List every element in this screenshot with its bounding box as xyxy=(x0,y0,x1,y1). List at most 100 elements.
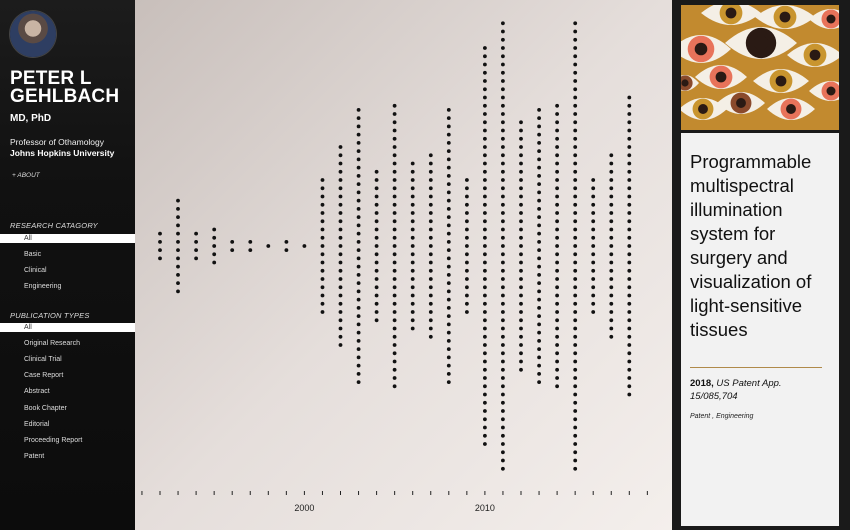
publication-dot[interactable] xyxy=(392,136,397,141)
publication-dot[interactable] xyxy=(555,120,559,125)
publication-dot[interactable] xyxy=(591,268,596,273)
publication-dot[interactable] xyxy=(446,330,451,335)
publication-dot[interactable] xyxy=(465,310,469,314)
publication-dot[interactable] xyxy=(627,260,632,265)
publication-dot[interactable] xyxy=(519,359,523,364)
publication-dot[interactable] xyxy=(374,318,379,323)
research-item-engineering[interactable]: Engineering xyxy=(0,282,135,291)
publication-dot[interactable] xyxy=(537,264,541,269)
publication-dot[interactable] xyxy=(428,227,433,232)
publication-dot[interactable] xyxy=(501,120,505,125)
publication-dot[interactable] xyxy=(230,240,235,244)
publication-dot[interactable] xyxy=(555,252,559,257)
publication-dot[interactable] xyxy=(356,363,361,368)
publication-dot[interactable] xyxy=(428,219,433,224)
publication-dot[interactable] xyxy=(501,293,505,298)
publication-dot[interactable] xyxy=(501,112,505,116)
publication-dot[interactable] xyxy=(446,289,451,294)
publication-dot[interactable] xyxy=(356,182,361,187)
publication-dot[interactable] xyxy=(483,343,487,347)
publication-dot[interactable] xyxy=(446,132,451,137)
publication-dot[interactable] xyxy=(356,198,361,203)
publication-dot[interactable] xyxy=(591,277,596,281)
publication-dot[interactable] xyxy=(501,37,505,42)
publication-dot[interactable] xyxy=(591,252,596,257)
publication-dot[interactable] xyxy=(356,116,361,120)
publication-dot[interactable] xyxy=(609,169,614,174)
publication-dot[interactable] xyxy=(627,277,632,281)
publication-dot[interactable] xyxy=(392,351,397,356)
publication-dot[interactable] xyxy=(537,273,541,277)
publication-dot[interactable] xyxy=(176,231,180,236)
publication-dot[interactable] xyxy=(338,310,343,314)
type-item-abstract[interactable]: Abstract xyxy=(0,387,135,396)
publication-dot[interactable] xyxy=(483,293,487,298)
publication-dot[interactable] xyxy=(176,240,180,244)
publication-dot[interactable] xyxy=(392,211,397,215)
publication-dot[interactable] xyxy=(501,392,505,397)
publication-dot[interactable] xyxy=(537,108,541,112)
publication-dot[interactable] xyxy=(573,351,578,356)
publication-dot[interactable] xyxy=(446,322,451,327)
publication-dot[interactable] xyxy=(284,248,289,253)
publication-dot[interactable] xyxy=(573,37,578,42)
publication-dot[interactable] xyxy=(392,301,397,306)
publication-dot[interactable] xyxy=(410,310,415,314)
publication-dot[interactable] xyxy=(446,215,451,220)
publication-dot[interactable] xyxy=(609,285,614,290)
publication-dot[interactable] xyxy=(392,293,397,298)
publication-dot[interactable] xyxy=(483,367,487,372)
publication-dot[interactable] xyxy=(483,301,487,306)
publication-dot[interactable] xyxy=(356,339,361,343)
publication-dot[interactable] xyxy=(627,186,632,191)
publication-dot[interactable] xyxy=(483,79,487,83)
publication-dot[interactable] xyxy=(392,384,397,389)
publication-dot[interactable] xyxy=(428,235,433,240)
publication-dot[interactable] xyxy=(555,202,559,207)
publication-dot[interactable] xyxy=(392,244,397,248)
publication-dot[interactable] xyxy=(609,202,614,207)
publication-dot[interactable] xyxy=(446,306,451,310)
publication-dot[interactable] xyxy=(410,211,415,215)
publication-dot[interactable] xyxy=(537,215,541,220)
publication-dot[interactable] xyxy=(465,194,469,199)
publication-dot[interactable] xyxy=(320,235,325,240)
publication-dot[interactable] xyxy=(158,240,162,244)
publication-dot[interactable] xyxy=(573,384,578,389)
publication-dot[interactable] xyxy=(609,334,614,339)
publication-dot[interactable] xyxy=(609,268,614,273)
publication-dot[interactable] xyxy=(627,235,632,240)
publication-dot[interactable] xyxy=(573,161,578,166)
publication-dot[interactable] xyxy=(338,194,343,199)
publication-dot[interactable] xyxy=(465,301,469,306)
publication-dot[interactable] xyxy=(573,417,578,422)
publication-dot[interactable] xyxy=(483,120,487,125)
publication-dot[interactable] xyxy=(537,141,541,145)
publication-dot[interactable] xyxy=(338,318,343,323)
publication-dot[interactable] xyxy=(627,178,632,182)
publication-dot[interactable] xyxy=(374,260,379,265)
publication-dot[interactable] xyxy=(446,281,451,285)
publication-dot[interactable] xyxy=(446,190,451,195)
publication-dot[interactable] xyxy=(501,351,505,356)
publication-dot[interactable] xyxy=(410,260,415,265)
publication-dot[interactable] xyxy=(320,186,325,191)
publication-dot[interactable] xyxy=(501,425,505,430)
publication-dot[interactable] xyxy=(483,244,487,248)
publication-dot[interactable] xyxy=(410,186,415,191)
publication-dot[interactable] xyxy=(573,21,578,26)
publication-dot[interactable] xyxy=(627,268,632,273)
publication-dot[interactable] xyxy=(338,211,343,215)
publication-dot[interactable] xyxy=(483,202,487,207)
publication-dot[interactable] xyxy=(555,367,559,372)
publication-dot[interactable] xyxy=(465,178,469,182)
publication-dot[interactable] xyxy=(573,112,578,116)
publication-dot[interactable] xyxy=(501,194,505,199)
publication-dot[interactable] xyxy=(356,190,361,195)
publication-dot[interactable] xyxy=(573,425,578,430)
publication-dot[interactable] xyxy=(428,178,433,182)
publication-dot[interactable] xyxy=(392,128,397,133)
publication-dot[interactable] xyxy=(573,450,578,455)
publication-dot[interactable] xyxy=(356,149,361,154)
publication-dot[interactable] xyxy=(591,310,596,314)
